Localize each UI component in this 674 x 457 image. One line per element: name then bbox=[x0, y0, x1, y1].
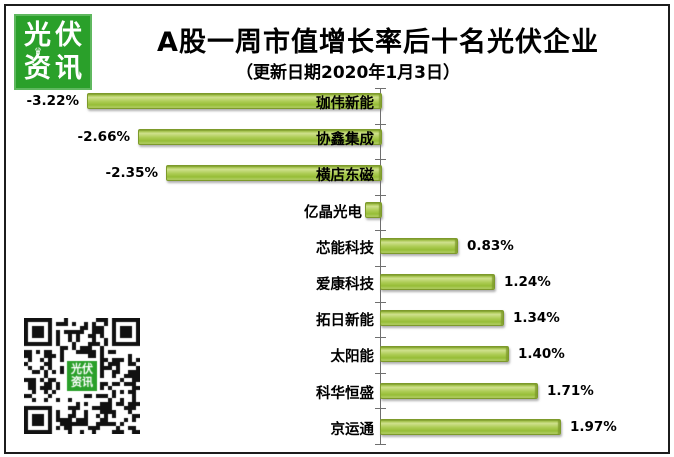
value-label: 1.40% bbox=[518, 346, 565, 362]
value-label: -3.22% bbox=[26, 93, 79, 109]
axis-tick bbox=[375, 302, 386, 303]
value-label: 1.24% bbox=[504, 274, 551, 290]
value-label: -2.66% bbox=[77, 129, 130, 145]
category-label: 科华恒盛 bbox=[316, 386, 374, 402]
axis-tick bbox=[375, 159, 386, 160]
category-label: 爱康科技 bbox=[316, 277, 374, 293]
axis-tick bbox=[375, 373, 386, 374]
category-label: 珈伟新能 bbox=[316, 96, 374, 112]
axis-tick bbox=[375, 408, 386, 409]
bar-太阳能 bbox=[380, 346, 509, 362]
logo-crown-icon: ♛ bbox=[33, 47, 43, 57]
qr-code bbox=[24, 318, 140, 434]
axis-tick bbox=[375, 195, 386, 196]
chart-subtitle: （更新日期2020年1月3日） bbox=[236, 63, 460, 83]
category-label: 芯能科技 bbox=[316, 241, 374, 257]
logo-text-bottom: 资讯 bbox=[24, 53, 86, 84]
axis-tick bbox=[375, 266, 386, 267]
bar-亿晶光电 bbox=[365, 202, 382, 218]
axis-tick bbox=[375, 124, 386, 125]
infographic-frame: 光伏 ♛ 资讯 A股一周市值增长率后十名光伏企业 （更新日期2020年1月3日）… bbox=[4, 4, 670, 454]
bar-爱康科技 bbox=[380, 274, 495, 290]
value-label: 0.83% bbox=[467, 238, 514, 254]
category-label: 拓日新能 bbox=[316, 313, 374, 329]
axis-tick bbox=[375, 337, 386, 338]
bar-科华恒盛 bbox=[380, 383, 538, 399]
category-label: 亿晶光电 bbox=[304, 205, 362, 221]
axis-tick bbox=[375, 444, 386, 445]
category-label: 京运通 bbox=[330, 422, 375, 438]
value-label: -2.35% bbox=[105, 165, 158, 181]
chart-title: A股一周市值增长率后十名光伏企业 bbox=[157, 27, 599, 58]
logo-text-top: 光伏 bbox=[24, 20, 86, 51]
bar-横店东磁 bbox=[166, 165, 382, 181]
value-label: 1.97% bbox=[570, 419, 617, 435]
axis-tick bbox=[375, 230, 386, 231]
value-label: 1.71% bbox=[547, 383, 594, 399]
axis-tick bbox=[375, 88, 386, 89]
bar-珈伟新能 bbox=[87, 93, 382, 109]
bar-京运通 bbox=[380, 419, 561, 435]
value-label: 1.34% bbox=[513, 310, 560, 326]
category-label: 协鑫集成 bbox=[316, 132, 374, 148]
brand-logo: 光伏 ♛ 资讯 bbox=[14, 14, 92, 90]
bar-协鑫集成 bbox=[138, 129, 382, 145]
category-label: 横店东磁 bbox=[316, 168, 374, 184]
bar-芯能科技 bbox=[380, 238, 458, 254]
category-label: 太阳能 bbox=[330, 349, 375, 365]
bar-拓日新能 bbox=[380, 310, 504, 326]
